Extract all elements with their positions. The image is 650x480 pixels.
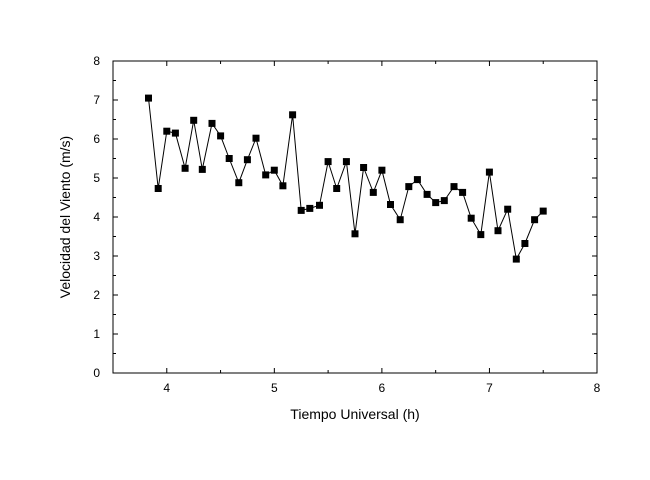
data-point	[306, 204, 314, 212]
data-point	[477, 231, 485, 239]
x-tick-label: 7	[486, 381, 493, 395]
data-point	[494, 227, 502, 235]
data-point	[333, 185, 341, 192]
data-point	[316, 201, 323, 209]
data-point	[405, 183, 413, 191]
y-tick-label: 4	[93, 210, 100, 224]
x-axis-title: Tiempo Universal (h)	[290, 406, 419, 422]
data-point	[270, 166, 278, 174]
data-point	[208, 119, 216, 127]
data-point	[190, 116, 198, 124]
x-tick-label: 5	[271, 381, 278, 395]
data-point	[512, 255, 520, 263]
data-point	[413, 176, 421, 184]
data-point	[181, 164, 189, 172]
data-point	[396, 216, 404, 224]
y-tick-label: 3	[93, 249, 100, 263]
data-point	[423, 190, 431, 198]
data-point	[450, 183, 458, 191]
data-point	[485, 168, 493, 176]
x-tick-label: 8	[594, 381, 601, 395]
data-point	[217, 132, 225, 140]
y-tick-label: 5	[93, 171, 100, 185]
data-point	[351, 230, 359, 238]
data-markers	[145, 94, 547, 263]
data-point	[539, 207, 547, 215]
data-point	[360, 164, 368, 171]
data-point	[432, 199, 440, 207]
y-tick-label: 0	[93, 366, 100, 380]
y-tick-label: 1	[93, 327, 100, 341]
data-point	[378, 166, 386, 174]
data-point	[531, 216, 539, 224]
data-point	[289, 111, 297, 119]
data-point	[279, 182, 287, 190]
y-tick-label: 8	[93, 54, 100, 68]
data-point	[154, 185, 162, 192]
data-point	[145, 94, 152, 102]
data-point	[243, 156, 251, 164]
data-point	[467, 214, 475, 222]
data-point	[235, 179, 243, 187]
data-point	[252, 134, 260, 142]
data-point	[459, 188, 467, 196]
data-point	[504, 205, 512, 213]
axis-ticks	[112, 60, 598, 374]
y-axis-title: Velocidad del Viento (m/s)	[57, 136, 73, 298]
data-point	[324, 158, 332, 166]
y-tick-label: 7	[93, 93, 100, 107]
axis-tick-labels: 4 5 6 7 8 0 1 2 3 4 5 6 7 8	[93, 54, 600, 395]
y-tick-label: 2	[93, 288, 100, 302]
data-point	[225, 155, 233, 162]
data-point	[521, 240, 529, 247]
y-tick-label: 6	[93, 132, 100, 146]
data-point	[342, 158, 350, 166]
data-point	[163, 127, 171, 135]
x-tick-label: 4	[163, 381, 170, 395]
data-point	[440, 197, 448, 205]
x-tick-label: 6	[379, 381, 386, 395]
data-point	[369, 188, 377, 196]
data-point	[198, 165, 206, 173]
data-point	[387, 201, 394, 208]
data-point	[171, 129, 179, 137]
plot-frame	[112, 60, 598, 374]
data-point	[297, 206, 305, 214]
data-point	[262, 171, 270, 179]
